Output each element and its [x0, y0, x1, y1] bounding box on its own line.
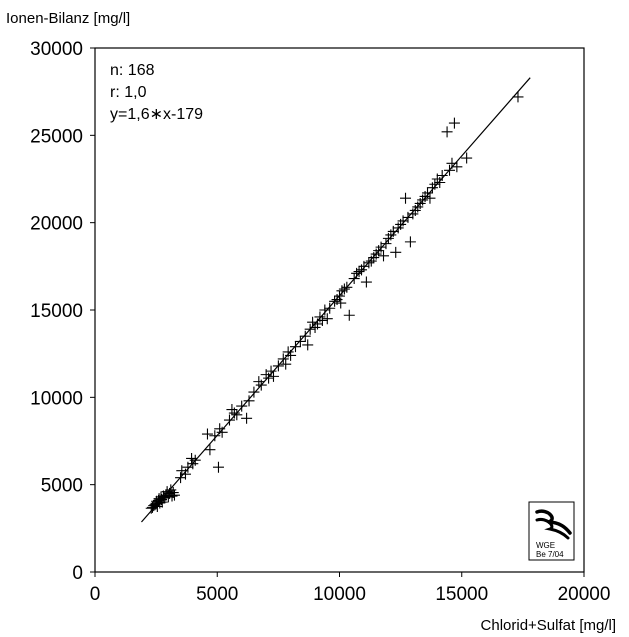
data-point: [338, 283, 350, 295]
data-points: [145, 91, 524, 514]
x-axis: 0 5000 10000 15000 20000: [90, 572, 611, 605]
data-point: [277, 353, 289, 365]
y-tick-label: 20000: [30, 214, 83, 235]
data-point: [400, 192, 412, 204]
y-tick-label: 25000: [30, 126, 83, 147]
stats-box: n: 168 r: 1,0 y=1,6∗x-179: [110, 62, 203, 123]
data-point: [334, 290, 345, 302]
y-tick-label: 30000: [30, 39, 83, 60]
data-point: [360, 276, 372, 288]
x-tick-label: 20000: [558, 584, 611, 605]
data-point: [243, 395, 255, 407]
data-point: [335, 297, 347, 309]
data-point: [441, 126, 453, 138]
data-point: [448, 117, 460, 129]
svg-text:WGE: WGE: [536, 541, 555, 550]
data-point: [461, 152, 473, 164]
data-point: [378, 250, 390, 262]
data-point: [348, 273, 360, 285]
stat-equation: y=1,6∗x-179: [110, 106, 203, 123]
data-point: [363, 257, 375, 269]
data-point: [280, 358, 292, 370]
data-point: [429, 178, 441, 190]
data-point: [353, 266, 365, 278]
data-point: [223, 414, 235, 426]
y-tick-label: 5000: [41, 476, 83, 497]
data-point: [179, 468, 191, 480]
data-point: [285, 349, 297, 361]
data-point: [272, 360, 284, 372]
data-point: [294, 335, 306, 347]
data-point: [512, 91, 524, 103]
data-point: [304, 323, 316, 335]
data-point: [321, 313, 333, 325]
data-point: [209, 430, 221, 442]
data-point: [212, 461, 224, 473]
data-point: [216, 426, 228, 438]
data-point: [307, 316, 319, 328]
x-tick-label: 10000: [313, 584, 366, 605]
data-point: [156, 496, 168, 508]
data-point: [319, 304, 331, 316]
svg-text:Be 7/04: Be 7/04: [536, 550, 564, 559]
data-point: [236, 400, 248, 412]
y-tick-label: 15000: [30, 301, 83, 322]
svg-text:Ionen-Bilanz [mg/l]: Ionen-Bilanz [mg/l]: [6, 10, 130, 27]
data-point: [451, 161, 463, 173]
data-point: [189, 454, 201, 466]
data-point: [241, 412, 253, 424]
data-point: [343, 309, 355, 321]
data-point: [404, 236, 416, 248]
data-point: [341, 281, 353, 293]
data-point: [248, 386, 260, 398]
x-tick-label: 0: [90, 584, 101, 605]
data-point: [299, 330, 311, 342]
data-point: [255, 379, 267, 391]
data-point: [329, 295, 341, 307]
stat-r: r: 1,0: [110, 84, 147, 101]
y-tick-label: 0: [72, 563, 83, 584]
x-axis-title: Chlorid+Sulfat [mg/l]: [481, 617, 616, 634]
data-point: [434, 176, 446, 188]
data-point: [265, 365, 277, 377]
x-tick-label: 5000: [196, 584, 238, 605]
data-point: [267, 370, 279, 382]
data-point: [168, 489, 180, 501]
data-point: [436, 170, 448, 182]
data-point: [167, 487, 179, 499]
data-point: [316, 314, 328, 326]
data-point: [390, 246, 402, 258]
y-axis: 0 5000 10000 15000 20000 25000 30000: [30, 39, 95, 584]
stat-n: n: 168: [110, 62, 155, 79]
data-point: [424, 192, 436, 204]
data-point: [444, 164, 456, 176]
data-point: [302, 339, 314, 351]
data-point: [422, 187, 434, 199]
data-point: [380, 238, 392, 250]
data-point: [204, 444, 216, 456]
data-point: [289, 341, 301, 353]
x-tick-label: 15000: [435, 584, 488, 605]
data-point: [324, 302, 336, 314]
svg-text:Chlorid+Sulfat [mg/l]: Chlorid+Sulfat [mg/l]: [481, 617, 616, 634]
plot-area: [94, 47, 585, 573]
data-point: [201, 428, 213, 440]
data-point: [228, 407, 240, 419]
wge-logo: WGE Be 7/04: [528, 501, 575, 561]
y-tick-label: 10000: [30, 388, 83, 409]
y-axis-title: Ionen-Bilanz [mg/l]: [6, 10, 130, 27]
data-point: [263, 372, 275, 384]
data-point: [231, 409, 243, 421]
